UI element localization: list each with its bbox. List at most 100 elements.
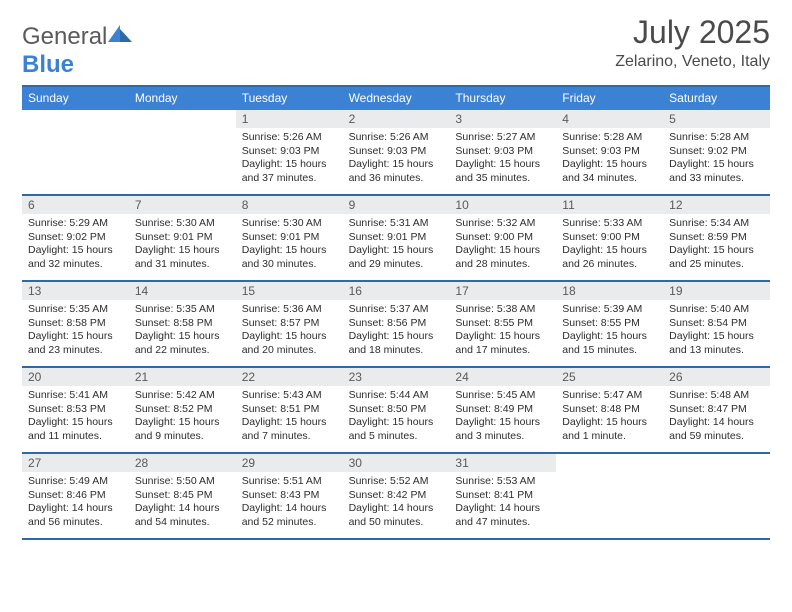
sunset-line: Sunset: 8:51 PM bbox=[242, 403, 337, 417]
day-number-bar: 30 bbox=[343, 454, 450, 472]
sunset-line: Sunset: 9:02 PM bbox=[669, 145, 764, 159]
daylight-line: Daylight: 15 hours and 36 minutes. bbox=[349, 158, 444, 185]
calendar-day-cell: 24Sunrise: 5:45 AMSunset: 8:49 PMDayligh… bbox=[449, 368, 556, 452]
sunrise-line: Sunrise: 5:35 AM bbox=[135, 303, 230, 317]
calendar-day-cell: 31Sunrise: 5:53 AMSunset: 8:41 PMDayligh… bbox=[449, 454, 556, 538]
sunrise-line: Sunrise: 5:28 AM bbox=[562, 131, 657, 145]
day-number-bar-empty bbox=[129, 110, 236, 128]
sunset-line: Sunset: 8:58 PM bbox=[135, 317, 230, 331]
sunset-line: Sunset: 9:03 PM bbox=[349, 145, 444, 159]
brand-blue: Blue bbox=[22, 51, 74, 78]
day-number-bar: 14 bbox=[129, 282, 236, 300]
daylight-line: Daylight: 15 hours and 34 minutes. bbox=[562, 158, 657, 185]
day-of-week-label: Wednesday bbox=[343, 87, 450, 110]
sunset-line: Sunset: 8:48 PM bbox=[562, 403, 657, 417]
calendar-day-cell: 12Sunrise: 5:34 AMSunset: 8:59 PMDayligh… bbox=[663, 196, 770, 280]
calendar-day-cell: 7Sunrise: 5:30 AMSunset: 9:01 PMDaylight… bbox=[129, 196, 236, 280]
title-block: July 2025 Zelarino, Veneto, Italy bbox=[615, 14, 770, 71]
day-number-bar: 5 bbox=[663, 110, 770, 128]
day-detail: Sunrise: 5:50 AMSunset: 8:45 PMDaylight:… bbox=[129, 472, 236, 536]
day-of-week-header: SundayMondayTuesdayWednesdayThursdayFrid… bbox=[22, 87, 770, 110]
sunrise-line: Sunrise: 5:28 AM bbox=[669, 131, 764, 145]
sunrise-line: Sunrise: 5:41 AM bbox=[28, 389, 123, 403]
sunrise-line: Sunrise: 5:26 AM bbox=[242, 131, 337, 145]
sunrise-line: Sunrise: 5:47 AM bbox=[562, 389, 657, 403]
sunrise-line: Sunrise: 5:32 AM bbox=[455, 217, 550, 231]
sunrise-line: Sunrise: 5:29 AM bbox=[28, 217, 123, 231]
day-detail: Sunrise: 5:30 AMSunset: 9:01 PMDaylight:… bbox=[236, 214, 343, 278]
daylight-line: Daylight: 15 hours and 35 minutes. bbox=[455, 158, 550, 185]
day-detail: Sunrise: 5:52 AMSunset: 8:42 PMDaylight:… bbox=[343, 472, 450, 536]
calendar-day-cell: 29Sunrise: 5:51 AMSunset: 8:43 PMDayligh… bbox=[236, 454, 343, 538]
daylight-line: Daylight: 15 hours and 31 minutes. bbox=[135, 244, 230, 271]
sunset-line: Sunset: 9:00 PM bbox=[562, 231, 657, 245]
day-detail: Sunrise: 5:48 AMSunset: 8:47 PMDaylight:… bbox=[663, 386, 770, 450]
calendar-day-cell: 20 Sunrise: 5:41 AMSunset: 8:53 PMDayligh… bbox=[22, 368, 129, 452]
sunrise-line: Sunrise: 5:50 AM bbox=[135, 475, 230, 489]
calendar-week-row: 6Sunrise: 5:29 AMSunset: 9:02 PMDaylight… bbox=[22, 196, 770, 282]
day-number-bar: 4 bbox=[556, 110, 663, 128]
sunrise-line: Sunrise: 5:44 AM bbox=[349, 389, 444, 403]
day-detail: Sunrise: 5:47 AMSunset: 8:48 PMDaylight:… bbox=[556, 386, 663, 450]
sunset-line: Sunset: 9:01 PM bbox=[135, 231, 230, 245]
day-number-bar: 28 bbox=[129, 454, 236, 472]
day-number-bar: 29 bbox=[236, 454, 343, 472]
day-detail: Sunrise: 5:44 AMSunset: 8:50 PMDaylight:… bbox=[343, 386, 450, 450]
day-number-bar: 22 bbox=[236, 368, 343, 386]
daylight-line: Daylight: 14 hours and 56 minutes. bbox=[28, 502, 123, 529]
daylight-line: Daylight: 15 hours and 1 minute. bbox=[562, 416, 657, 443]
day-detail: Sunrise: 5:45 AMSunset: 8:49 PMDaylight:… bbox=[449, 386, 556, 450]
day-number-bar-empty bbox=[663, 454, 770, 472]
sunrise-line: Sunrise: 5:39 AM bbox=[562, 303, 657, 317]
sunrise-line: Sunrise: 5:45 AM bbox=[455, 389, 550, 403]
day-number-bar-empty bbox=[22, 110, 129, 128]
sunrise-line: Sunrise: 5:34 AM bbox=[669, 217, 764, 231]
sunrise-line: Sunrise: 5:31 AM bbox=[349, 217, 444, 231]
daylight-line: Daylight: 15 hours and 29 minutes. bbox=[349, 244, 444, 271]
calendar-day-cell: 27Sunrise: 5:49 AMSunset: 8:46 PMDayligh… bbox=[22, 454, 129, 538]
day-detail: Sunrise: 5:35 AMSunset: 8:58 PMDaylight:… bbox=[129, 300, 236, 364]
day-number-bar: 20 bbox=[22, 368, 129, 386]
day-number-bar: 17 bbox=[449, 282, 556, 300]
sunset-line: Sunset: 9:01 PM bbox=[349, 231, 444, 245]
calendar-day-cell bbox=[22, 110, 129, 194]
daylight-line: Daylight: 15 hours and 28 minutes. bbox=[455, 244, 550, 271]
day-of-week-label: Friday bbox=[556, 87, 663, 110]
sunrise-line: Sunrise: 5:43 AM bbox=[242, 389, 337, 403]
day-number-bar: 16 bbox=[343, 282, 450, 300]
daylight-line: Daylight: 15 hours and 30 minutes. bbox=[242, 244, 337, 271]
sunrise-line: Sunrise: 5:42 AM bbox=[135, 389, 230, 403]
daylight-line: Daylight: 15 hours and 13 minutes. bbox=[669, 330, 764, 357]
day-detail: Sunrise: 5:49 AMSunset: 8:46 PMDaylight:… bbox=[22, 472, 129, 536]
calendar-day-cell: 5Sunrise: 5:28 AMSunset: 9:02 PMDaylight… bbox=[663, 110, 770, 194]
calendar-day-cell: 22Sunrise: 5:43 AMSunset: 8:51 PMDayligh… bbox=[236, 368, 343, 452]
day-detail: Sunrise: 5:27 AMSunset: 9:03 PMDaylight:… bbox=[449, 128, 556, 192]
calendar-day-cell: 1Sunrise: 5:26 AMSunset: 9:03 PMDaylight… bbox=[236, 110, 343, 194]
calendar-day-cell: 26Sunrise: 5:48 AMSunset: 8:47 PMDayligh… bbox=[663, 368, 770, 452]
sunset-line: Sunset: 9:03 PM bbox=[562, 145, 657, 159]
day-number-bar: 8 bbox=[236, 196, 343, 214]
sunrise-line: Sunrise: 5:48 AM bbox=[669, 389, 764, 403]
daylight-line: Daylight: 15 hours and 18 minutes. bbox=[349, 330, 444, 357]
sunrise-line: Sunrise: 5:26 AM bbox=[349, 131, 444, 145]
day-detail: Sunrise: 5:42 AMSunset: 8:52 PMDaylight:… bbox=[129, 386, 236, 450]
sunset-line: Sunset: 8:53 PM bbox=[28, 403, 123, 417]
daylight-line: Daylight: 15 hours and 15 minutes. bbox=[562, 330, 657, 357]
day-number-bar: 24 bbox=[449, 368, 556, 386]
daylight-line: Daylight: 15 hours and 26 minutes. bbox=[562, 244, 657, 271]
calendar-week-row: 13Sunrise: 5:35 AMSunset: 8:58 PMDayligh… bbox=[22, 282, 770, 368]
day-number-bar: 12 bbox=[663, 196, 770, 214]
day-detail: Sunrise: 5:43 AMSunset: 8:51 PMDaylight:… bbox=[236, 386, 343, 450]
day-number-bar: 27 bbox=[22, 454, 129, 472]
day-number-bar: 25 bbox=[556, 368, 663, 386]
daylight-line: Daylight: 15 hours and 32 minutes. bbox=[28, 244, 123, 271]
daylight-line: Daylight: 15 hours and 11 minutes. bbox=[28, 416, 123, 443]
calendar-day-cell: 19Sunrise: 5:40 AMSunset: 8:54 PMDayligh… bbox=[663, 282, 770, 366]
day-detail: Sunrise: 5:36 AMSunset: 8:57 PMDaylight:… bbox=[236, 300, 343, 364]
day-detail: Sunrise: 5:53 AMSunset: 8:41 PMDaylight:… bbox=[449, 472, 556, 536]
calendar-body: 1Sunrise: 5:26 AMSunset: 9:03 PMDaylight… bbox=[22, 110, 770, 540]
month-title: July 2025 bbox=[615, 14, 770, 51]
day-of-week-label: Monday bbox=[129, 87, 236, 110]
sunrise-line: Sunrise: 5:49 AM bbox=[28, 475, 123, 489]
day-number-bar: 6 bbox=[22, 196, 129, 214]
